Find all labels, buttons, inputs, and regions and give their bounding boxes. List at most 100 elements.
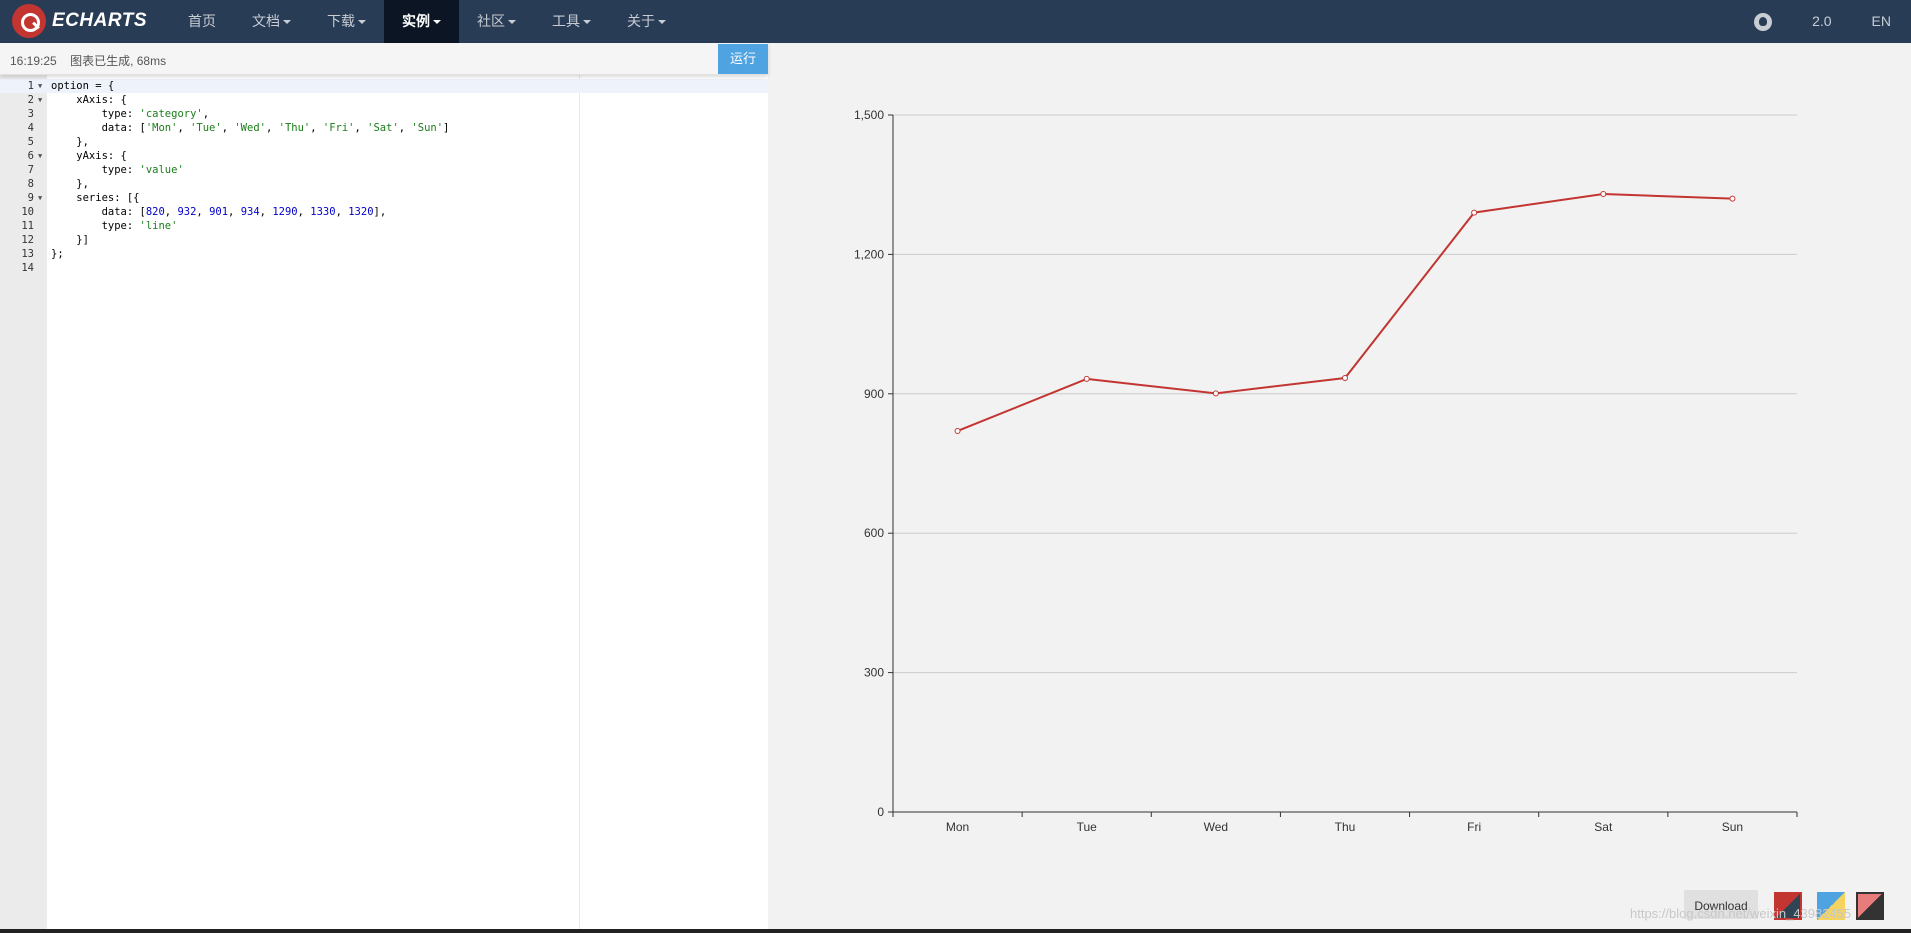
line-number: 9 <box>27 192 34 204</box>
x-tick-label: Wed <box>1204 820 1228 834</box>
github-icon <box>1754 12 1773 31</box>
nav-item-label: 文档 <box>252 13 280 29</box>
code-text: option = { <box>51 80 115 92</box>
y-tick-label: 600 <box>864 526 884 540</box>
code-text: xAxis: { <box>51 94 127 106</box>
code-text: data: ['Mon', 'Tue', 'Wed', 'Thu', 'Fri'… <box>51 122 450 134</box>
watermark: https://blog.csdn.net/weixin_43982455 <box>1630 906 1852 921</box>
fold-toggle-icon[interactable]: ▼ <box>38 152 43 160</box>
nav-item-6[interactable]: 关于 <box>609 0 684 43</box>
theme-default-swatch[interactable] <box>1774 892 1802 920</box>
language-switch[interactable]: EN <box>1871 13 1891 29</box>
logo-text: ECHARTS <box>52 10 147 31</box>
caret-down-icon <box>658 20 666 25</box>
line-number: 4 <box>27 122 34 134</box>
status-bar: 16:19:25 图表已生成, 68ms 运行 <box>0 43 768 75</box>
code-text: data: [820, 932, 901, 934, 1290, 1330, 1… <box>51 206 387 218</box>
print-margin <box>579 75 580 933</box>
version-link[interactable]: 2.0 <box>1812 13 1832 29</box>
line-number: 6 <box>27 150 34 162</box>
run-button[interactable]: 运行 <box>718 44 768 74</box>
x-tick-label: Fri <box>1467 820 1481 834</box>
line-number: 11 <box>21 220 34 232</box>
nav-item-4[interactable]: 社区 <box>459 0 534 43</box>
data-point <box>1342 375 1348 382</box>
theme-light-swatch[interactable] <box>1817 892 1845 920</box>
x-tick-label: Mon <box>946 820 969 834</box>
caret-down-icon <box>283 20 291 25</box>
line-number: 12 <box>21 234 34 246</box>
x-tick-label: Thu <box>1335 820 1356 834</box>
code-line: 7 type: 'value' <box>0 163 768 177</box>
nav-item-3[interactable]: 实例 <box>384 0 459 43</box>
code-panel: 16:19:25 图表已生成, 68ms 运行 1 ▼ option = {2 ▼ x… <box>0 43 768 933</box>
fold-toggle-icon[interactable]: ▼ <box>38 96 43 104</box>
code-line: 11 type: 'line' <box>0 219 768 233</box>
nav-menu: 首页 文档 下载 实例 社区 工具 关于 <box>170 0 684 43</box>
bottom-border <box>0 929 1911 933</box>
series-line <box>957 192 1733 432</box>
caret-down-icon <box>433 20 441 25</box>
chart-area: 0 300 600 900 1,200 1,500 Mon Tue Wed Thu Fri Sat Su… <box>769 43 1911 933</box>
code-line: 6 ▼ yAxis: { <box>0 149 768 163</box>
code-line: 8 }, <box>0 177 768 191</box>
code-text: series: [{ <box>51 192 140 204</box>
theme-dark-swatch[interactable] <box>1856 892 1884 920</box>
code-line: 9 ▼ series: [{ <box>0 191 768 205</box>
nav-item-label: 首页 <box>188 13 216 29</box>
caret-down-icon <box>583 20 591 25</box>
code-editor[interactable]: 1 ▼ option = {2 ▼ xAxis: {3 type: 'category… <box>0 75 768 933</box>
code-line: 10 data: [820, 932, 901, 934, 1290, 1330… <box>0 205 768 219</box>
line-number: 13 <box>21 248 34 260</box>
data-point <box>1600 190 1607 197</box>
nav-right: 2.0 EN <box>1734 0 1911 43</box>
nav-item-0[interactable]: 首页 <box>170 0 234 43</box>
code-lines: 1 ▼ option = {2 ▼ xAxis: {3 type: 'category… <box>0 79 768 275</box>
code-line: 4 data: ['Mon', 'Tue', 'Wed', 'Thu', 'Fr… <box>0 121 768 135</box>
code-text: }] <box>51 234 89 246</box>
github-link[interactable] <box>1734 12 1792 31</box>
line-number: 3 <box>27 108 34 120</box>
download-button[interactable]: Download <box>1684 890 1758 919</box>
code-text: type: 'value' <box>51 164 184 176</box>
line-number: 7 <box>27 164 34 176</box>
nav-item-label: 下载 <box>327 13 355 29</box>
code-line: 12 }] <box>0 233 768 247</box>
data-point <box>1729 195 1736 202</box>
code-text: yAxis: { <box>51 150 127 162</box>
nav-item-label: 社区 <box>477 13 505 29</box>
line-number: 2 <box>27 94 34 106</box>
fold-toggle-icon[interactable]: ▼ <box>38 82 43 90</box>
status-text: 16:19:25 图表已生成, 68ms <box>10 52 166 69</box>
nav-item-2[interactable]: 下载 <box>309 0 384 43</box>
code-line: 2 ▼ xAxis: { <box>0 93 768 107</box>
code-text: type: 'category', <box>51 108 210 120</box>
line-number: 8 <box>27 178 34 190</box>
editor-gutter <box>0 75 47 933</box>
nav-item-label: 实例 <box>402 13 430 29</box>
nav-item-5[interactable]: 工具 <box>534 0 609 43</box>
line-number: 14 <box>21 262 34 274</box>
line-chart: 0 300 600 900 1,200 1,500 Mon Tue Wed Thu Fri Sat Su… <box>854 108 1798 834</box>
nav-item-label: 工具 <box>552 13 580 29</box>
code-text: }; <box>51 248 64 260</box>
code-line: 3 type: 'category', <box>0 107 768 121</box>
nav-item-label: 关于 <box>627 13 655 29</box>
data-point <box>1471 209 1478 216</box>
code-line: 14 <box>0 261 768 275</box>
echarts-logo[interactable]: ECHARTS <box>12 3 147 39</box>
fold-toggle-icon[interactable]: ▼ <box>38 194 43 202</box>
line-number: 10 <box>21 206 34 218</box>
x-tick-label: Sun <box>1722 820 1743 834</box>
status-time: 16:19:25 <box>10 54 57 68</box>
x-tick-label: Sat <box>1594 820 1613 834</box>
code-text: type: 'line' <box>51 220 178 232</box>
status-message: 图表已生成, 68ms <box>70 54 167 68</box>
x-tick-label: Tue <box>1077 820 1098 834</box>
code-line: 13}; <box>0 247 768 261</box>
nav-item-1[interactable]: 文档 <box>234 0 309 43</box>
y-tick-label: 900 <box>864 387 884 401</box>
line-number: 5 <box>27 136 34 148</box>
echarts-logo-icon <box>12 4 46 38</box>
caret-down-icon <box>508 20 516 25</box>
